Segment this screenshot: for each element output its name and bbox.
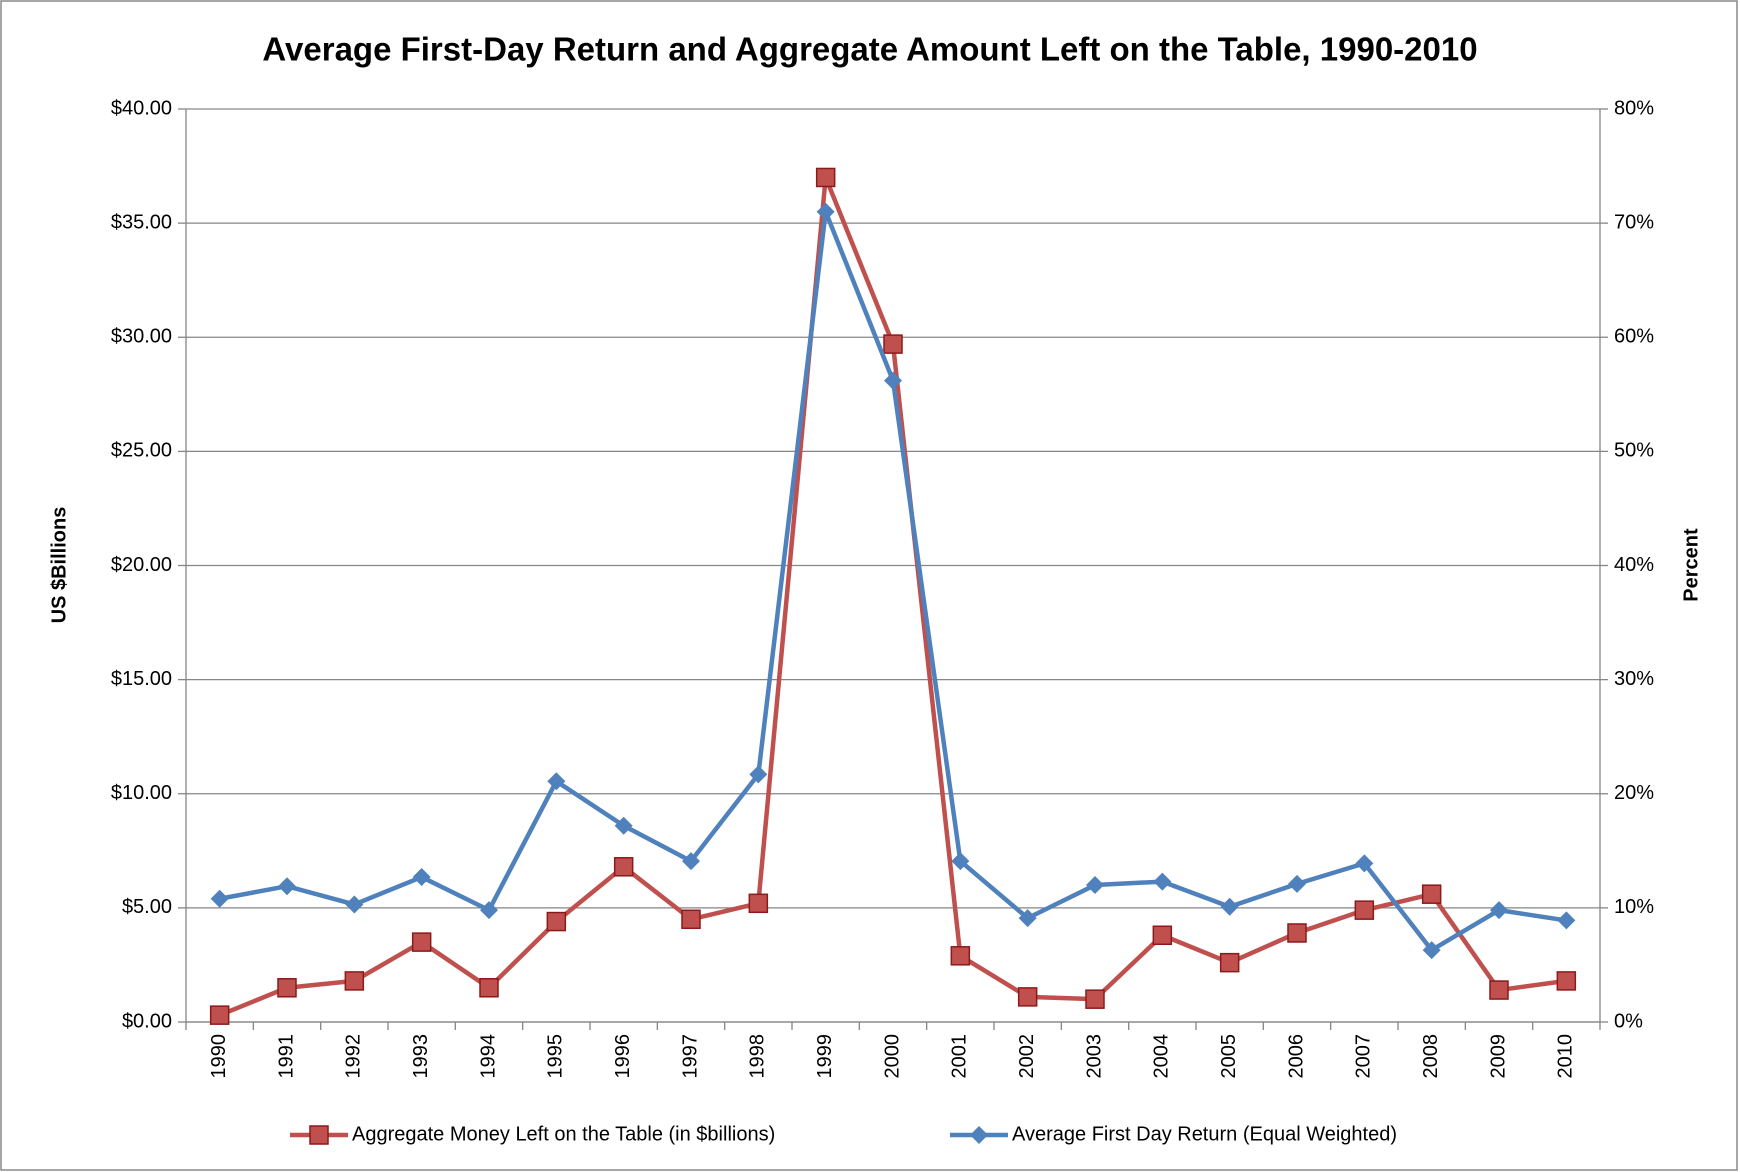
data-point [1085,989,1105,1009]
x-tick-label: 2007 [1353,1034,1375,1079]
x-tick-label: 1992 [343,1034,365,1079]
y2-tick-label: 30% [1614,668,1654,690]
data-point [614,816,633,835]
data-point [1017,987,1038,1007]
data-point [480,901,498,920]
data-point [1355,854,1374,873]
chart-title: Average First-Day Return and Aggregate A… [262,31,1477,68]
data-point [1422,941,1441,960]
data-point [951,852,970,871]
data-point [1489,980,1509,1000]
y-axis-title: US $Billions [48,507,70,624]
legend-marker [970,1126,988,1144]
x-tick-label: 2004 [1151,1034,1173,1079]
data-point [748,893,769,914]
data-point [1220,897,1239,916]
data-point [411,932,432,952]
y-tick-label: $40.00 [111,97,172,119]
data-point [681,909,701,930]
x-tick-label: 2009 [1487,1034,1509,1079]
y-tick-label: $30.00 [111,326,172,348]
x-tick-label: 1991 [275,1034,297,1079]
data-point [816,202,835,221]
data-point [1086,876,1104,895]
y-tick-label: $35.00 [111,211,172,233]
data-point [1490,901,1508,920]
data-point [950,946,971,966]
x-tick-label: 1996 [612,1034,634,1079]
data-point [815,167,836,188]
y-tick-label: $5.00 [122,896,172,918]
y2-tick-label: 60% [1614,326,1654,348]
x-tick-label: 1999 [814,1034,836,1079]
x-tick-label: 2010 [1555,1034,1577,1079]
data-point [884,371,902,390]
x-tick-label: 2001 [949,1034,971,1079]
y2-tick-label: 20% [1614,782,1654,804]
data-point [1421,884,1442,904]
y-tick-label: $10.00 [111,782,172,804]
data-point [479,978,499,998]
y2-tick-label: 10% [1614,896,1654,918]
y-tick-label: $0.00 [122,1010,172,1032]
y-tick-label: $25.00 [111,440,172,462]
x-tick-label: 1993 [410,1034,432,1079]
x-tick-label: 1998 [747,1034,769,1079]
data-point [277,978,297,998]
y2-tick-label: 40% [1614,554,1654,576]
legend-marker [309,1125,329,1145]
data-point [1287,923,1307,943]
x-tick-label: 1995 [545,1034,567,1079]
data-point [546,911,567,932]
data-point [1018,909,1037,928]
data-point [344,971,365,991]
x-tick-label: 1990 [208,1034,230,1079]
y2-tick-label: 80% [1614,97,1654,119]
data-point [613,857,634,877]
x-tick-label: 2005 [1218,1034,1240,1079]
x-tick-label: 2002 [1016,1034,1038,1079]
data-point [1152,925,1173,946]
y2-tick-label: 70% [1614,211,1654,233]
data-point [883,334,903,354]
data-point [1153,872,1172,891]
x-tick-label: 2003 [1083,1034,1105,1079]
y2-axis-title: Percent [1680,528,1702,602]
data-point [345,895,364,914]
x-tick-label: 2008 [1420,1034,1442,1079]
x-tick-label: 1994 [477,1034,499,1079]
data-point [547,772,566,791]
x-tick-label: 1997 [679,1034,701,1079]
data-point [1556,971,1577,991]
y2-tick-label: 50% [1614,440,1654,462]
x-tick-label: 2006 [1285,1034,1307,1079]
y2-tick-label: 0% [1614,1010,1643,1032]
data-point [1354,900,1375,920]
data-point [1288,874,1306,893]
legend-label: Average First Day Return (Equal Weighted… [1012,1123,1397,1145]
x-tick-label: 2000 [881,1034,903,1079]
data-point [412,868,431,887]
data-point [210,889,229,908]
data-point [278,877,296,896]
legend-label: Aggregate Money Left on the Table (in $b… [352,1123,775,1145]
data-point [682,852,700,871]
data-point [1557,911,1576,930]
y-tick-label: $20.00 [111,554,172,576]
data-point [209,1005,230,1025]
data-point [749,765,768,784]
data-point [1219,952,1240,973]
y-tick-label: $15.00 [111,668,172,690]
